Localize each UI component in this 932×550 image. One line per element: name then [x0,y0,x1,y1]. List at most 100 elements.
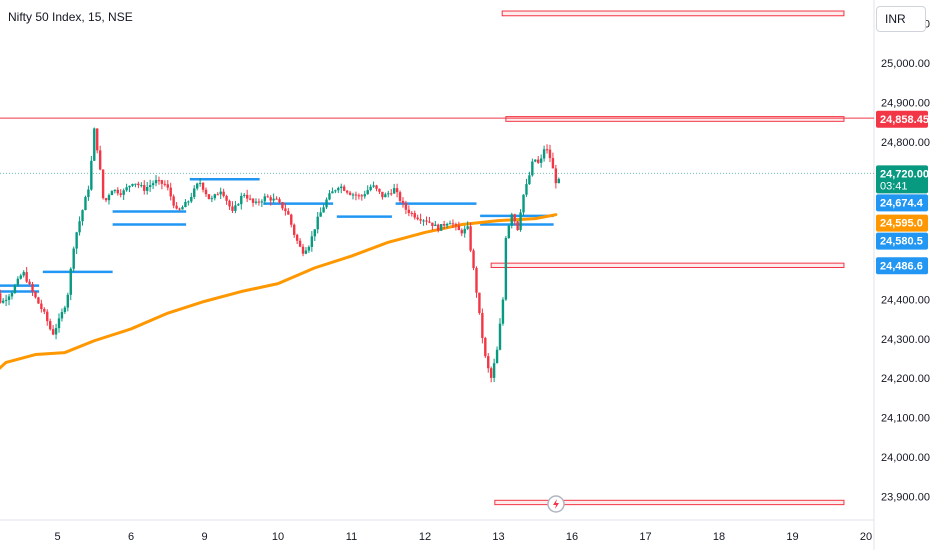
y-tick-label: 24,800.00 [881,137,930,149]
x-tick-label: 10 [272,531,284,543]
candle-body [413,213,416,218]
price-badge-label: 24,720.00 [880,168,929,180]
candle-body [43,309,46,312]
candle-body [210,198,214,200]
candle-body [381,191,384,198]
supply-demand-zone [494,499,845,506]
candle-body [140,185,143,187]
candle-body [454,224,458,226]
candle-body [0,293,2,303]
candle-body [442,224,446,226]
price-badge-label: 24,486.6 [880,260,923,272]
candle-body [198,182,202,184]
candle-body [195,183,199,189]
candle-body [275,198,278,200]
candle-body [122,190,125,195]
candle-body [93,128,96,161]
candle-body [25,272,28,282]
candle-body [128,185,131,188]
candle-body [75,232,78,249]
candle-body [357,195,361,197]
candle-body [293,224,296,235]
candle-body [492,363,496,378]
candle-body [269,197,272,201]
candle-body [166,184,169,188]
candle-body [387,193,390,195]
currency-button[interactable]: INR [876,6,926,32]
candle-body [501,299,505,324]
price-badge-label: 24,858.45 [880,114,929,126]
candle-body [119,193,122,195]
candle-body [201,182,205,190]
price-badge-countdown: 03:41 [880,180,908,192]
candle-body [548,149,552,159]
candle-body [478,292,481,314]
candle-body [519,212,522,231]
candle-body [231,206,234,211]
candle-body [537,159,540,163]
candle-body [404,202,408,210]
candle-body [78,221,81,233]
candle-body [304,250,308,254]
candle-body [219,191,222,195]
candle-body [163,183,167,185]
x-tick-label: 11 [346,531,357,543]
candle-body [525,184,528,195]
candle-body [240,195,243,205]
candle-body [545,149,549,151]
symbol-title: Nifty 50 Index, 15, NSE [8,10,133,24]
candle-body [13,285,17,293]
candle-body [334,190,337,192]
ema-line [0,213,558,370]
candle-body [28,281,31,285]
candle-body [104,198,108,201]
candle-body [154,180,158,184]
candle-body [287,211,290,215]
candle-body [460,230,463,234]
candle-body [4,299,8,301]
candle-body [369,186,372,191]
candle-body [225,196,228,201]
y-tick-label: 24,400.00 [881,294,930,306]
candle-body [216,194,219,196]
candle-body [472,250,475,269]
candle-body [534,159,537,162]
candle-body [390,193,393,195]
candle-body [116,189,119,194]
candle-body [507,225,511,239]
candle-body [181,207,184,210]
candle-body [331,191,334,194]
candle-body [101,169,105,199]
x-tick-label: 13 [492,531,504,543]
candle-body [457,225,461,231]
candle-body [489,368,493,378]
candle-body [81,210,84,222]
candle-body [345,190,349,193]
y-tick-label: 24,300.00 [881,334,930,346]
lightning-icon [553,499,559,509]
candle-body [243,194,246,196]
candle-body [392,188,396,194]
candle-body [463,228,466,234]
candle-body [263,196,266,202]
candle-body [175,205,178,209]
candle-body [528,175,531,185]
candle-body [1,300,5,303]
candle-body [295,234,299,241]
candle-body [531,161,534,176]
x-tick-label: 9 [201,531,207,543]
candle-body [419,219,422,221]
candle-body [342,186,346,191]
candle-body [422,220,425,222]
candle-body [31,284,34,292]
candle-body [222,191,225,197]
candle-body [351,194,355,196]
candle-body [22,272,25,276]
x-tick-label: 19 [786,531,798,543]
x-tick-label: 18 [713,531,725,543]
candle-body [340,186,343,189]
candle-body [395,188,399,193]
candle-body [384,194,387,198]
candle-body [7,296,11,300]
